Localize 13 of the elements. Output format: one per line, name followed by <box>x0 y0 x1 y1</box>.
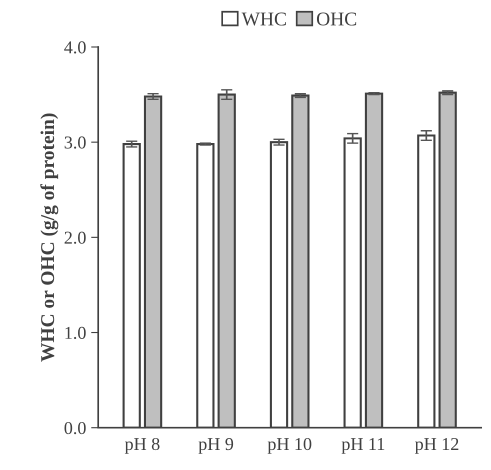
legend-label: WHC <box>242 12 286 26</box>
y-tick-label: 0.0 <box>64 422 86 434</box>
x-tick-label: pH 12 <box>414 438 458 454</box>
x-tick-label: pH 11 <box>342 438 384 454</box>
y-axis-title: WHC or OHC (g/g of protein) <box>40 114 58 362</box>
y-tick-label: 1.0 <box>65 326 86 340</box>
x-tick-label: pH 9 <box>198 438 234 454</box>
y-tick-label: 4.0 <box>64 41 86 54</box>
legend-label: OHC <box>316 12 356 26</box>
x-tick-label: pH 10 <box>268 438 312 454</box>
y-tick-label: 2.0 <box>64 232 86 244</box>
y-tick-label: 3.0 <box>64 136 86 149</box>
x-tick-label: pH 8 <box>124 438 160 454</box>
